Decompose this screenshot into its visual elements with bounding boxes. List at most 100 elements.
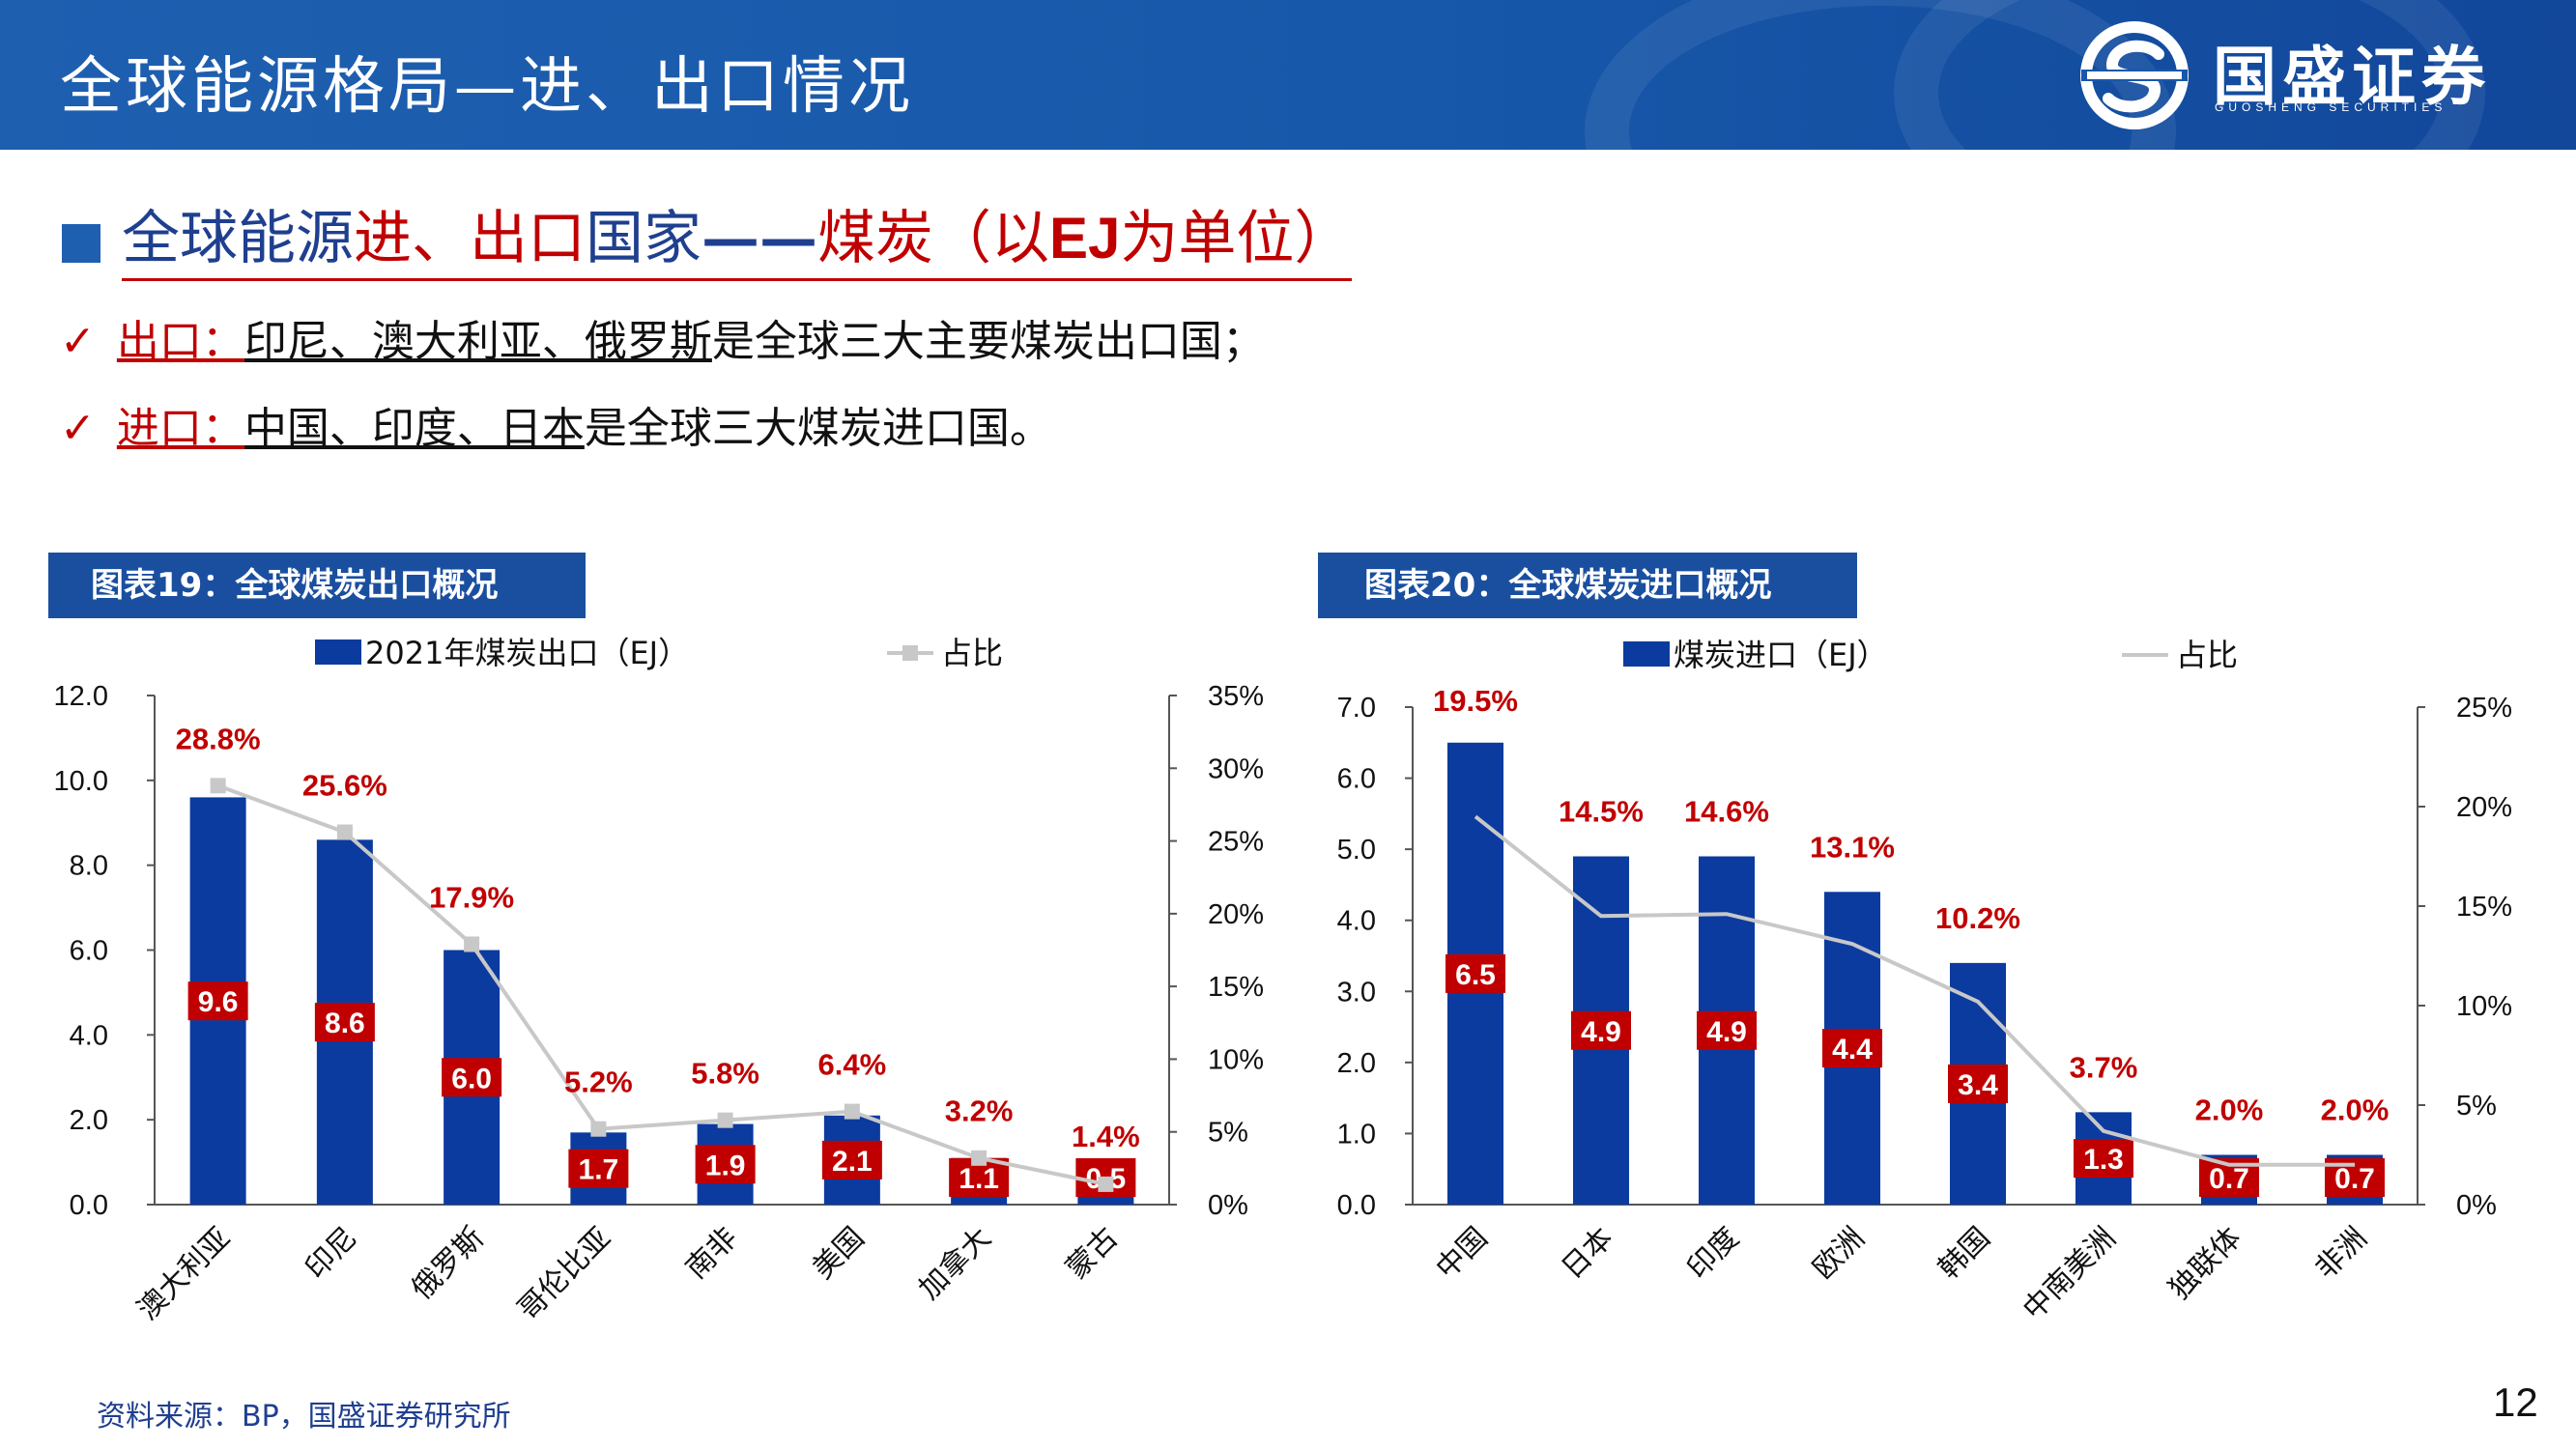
bar-value-label: 0.7 (2334, 1163, 2375, 1195)
guosheng-logo-icon (2080, 21, 2189, 129)
share-label: 1.4% (1072, 1120, 1140, 1153)
heading-part: 为单位） (1120, 205, 1353, 272)
bullet-export: ✓ 出口：印尼、澳大利亚、俄罗斯是全球三大主要煤炭出口国； (60, 313, 1265, 371)
bar-value-box (1948, 1064, 2008, 1103)
share-marker (971, 1150, 987, 1166)
left-tick-label: 3.0 (1337, 977, 1376, 1008)
bar-value-box (1697, 1010, 1757, 1050)
bar-value-box (187, 981, 248, 1021)
section-bullet-square (62, 224, 100, 263)
bar-value-box (695, 1145, 756, 1184)
category-label: 日本 (1555, 1221, 1619, 1286)
bar-value-box (1571, 1010, 1631, 1050)
share-label: 2.0% (2195, 1094, 2264, 1127)
bullet-text: 是全球三大煤炭进口国。 (584, 404, 1052, 453)
share-line (216, 783, 1106, 1186)
category-label: 中国 (1429, 1221, 1494, 1286)
left-tick-label: 6.0 (1337, 764, 1376, 795)
category-label: 俄罗斯 (405, 1221, 490, 1306)
share-label: 5.8% (691, 1057, 759, 1091)
legend-bar-swatch (1623, 641, 1670, 667)
bar-value-label: 4.4 (1832, 1034, 1873, 1065)
share-marker (464, 936, 480, 952)
left-tick-label: 4.0 (1337, 906, 1376, 937)
share-label: 5.2% (564, 1065, 633, 1099)
right-tick-label: 10% (2456, 991, 2512, 1022)
bar-value-label: 0.7 (2209, 1163, 2249, 1195)
left-tick-label: 1.0 (1337, 1119, 1376, 1150)
share-label: 17.9% (429, 880, 514, 914)
bar-value-box (442, 1058, 502, 1097)
check-icon: ✓ (60, 317, 96, 366)
category-label: 印尼 (299, 1221, 363, 1286)
bar-value-box (1445, 953, 1505, 993)
share-label: 14.5% (1559, 795, 1644, 829)
left-tick-label: 4.0 (70, 1020, 108, 1051)
bullet-names: 中国、印度、日本 (243, 404, 585, 453)
category-label: 中南美洲 (2017, 1221, 2123, 1327)
category-label: 独联体 (2162, 1221, 2247, 1306)
page-title: 全球能源格局—进、出口情况 (60, 51, 914, 123)
bullet-keyword: 进口： (116, 404, 244, 453)
share-line (1474, 814, 2355, 1167)
category-label: 澳大利亚 (131, 1221, 238, 1327)
left-tick-label: 0.0 (1337, 1190, 1376, 1221)
logo-subtitle: GUOSHENG SECURITIES (2215, 100, 2447, 114)
share-marker (844, 1103, 860, 1120)
right-tick-label: 15% (2456, 892, 2512, 923)
left-tick-label: 6.0 (70, 936, 108, 967)
share-label: 28.8% (176, 722, 261, 755)
bar-value-box (2074, 1139, 2133, 1179)
header-bar: 全球能源格局—进、出口情况 国盛证券 GUOSHENG SECURITIES (0, 0, 2576, 150)
legend-bar-label: 2021年煤炭出口（EJ） (365, 635, 689, 671)
right-tick-label: 5% (2456, 1091, 2497, 1122)
right-tick-label: 20% (1208, 899, 1264, 930)
legend-line-label: 占比 (2176, 637, 2238, 673)
section-heading: 全球能源进、出口国家——煤炭（以EJ为单位） (122, 203, 1353, 281)
category-label: 蒙古 (1060, 1221, 1125, 1286)
right-tick-label: 25% (1208, 827, 1264, 858)
category-label: 韩国 (1932, 1221, 1996, 1286)
right-tick-label: 5% (1208, 1118, 1248, 1149)
bullet-names: 印尼、澳大利亚、俄罗斯 (243, 317, 712, 366)
logo-text: 国盛证券 (2213, 40, 2491, 114)
share-label: 6.4% (818, 1048, 887, 1082)
right-tick-label: 10% (1208, 1044, 1264, 1075)
left-tick-label: 5.0 (1337, 835, 1376, 866)
heading-part: 国家 (586, 205, 701, 272)
right-tick-label: 30% (1208, 753, 1264, 784)
right-tick-label: 35% (1208, 681, 1264, 712)
right-tick-label: 20% (2456, 792, 2512, 823)
bullet-keyword: 出口： (116, 317, 244, 366)
bullet-text: 是全球三大主要煤炭出口国； (711, 317, 1265, 366)
bar-value-label: 1.7 (579, 1154, 619, 1186)
heading-part: 全球能源 (122, 205, 354, 272)
right-tick-label: 0% (2456, 1190, 2497, 1221)
bar-value-box (314, 1003, 375, 1042)
bar-value-label: 4.9 (1581, 1016, 1621, 1048)
legend-line-marker (902, 645, 918, 661)
bar-value-box (568, 1149, 629, 1188)
left-tick-label: 2.0 (70, 1105, 108, 1136)
source-note: 资料来源：BP，国盛证券研究所 (97, 1400, 511, 1434)
bar-value-label: 4.9 (1706, 1016, 1747, 1048)
bar-value-box (821, 1140, 882, 1179)
share-label: 10.2% (1935, 901, 2020, 935)
share-marker (590, 1121, 607, 1137)
left-tick-label: 10.0 (54, 766, 108, 797)
legend-line-label: 占比 (941, 635, 1003, 671)
bar-value-label: 1.3 (2083, 1144, 2124, 1176)
category-label: 加拿大 (912, 1221, 997, 1306)
share-marker (1098, 1176, 1114, 1192)
bar-value-label: 8.6 (325, 1008, 365, 1039)
share-marker (336, 824, 353, 840)
legend-bar-label: 煤炭进口（EJ） (1674, 637, 1888, 673)
bar-value-box (1822, 1029, 1882, 1068)
left-tick-label: 7.0 (1337, 693, 1376, 724)
share-label: 13.1% (1810, 830, 1895, 864)
right-tick-label: 25% (2456, 693, 2512, 724)
figure-20-banner: 图表20：全球煤炭进口概况 (1318, 553, 1857, 618)
category-label: 南非 (679, 1221, 744, 1286)
right-tick-label: 0% (1208, 1190, 1248, 1221)
